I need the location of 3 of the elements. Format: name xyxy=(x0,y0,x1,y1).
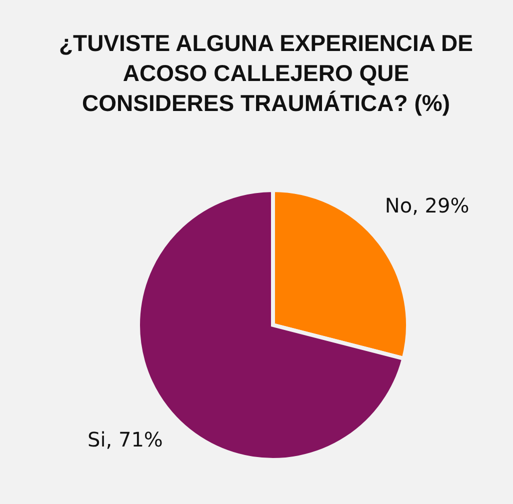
chart-title: ¿TUVISTE ALGUNA EXPERIENCIA DE ACOSO CALLEJERO QUE CONSIDERES TRAUMÁTICA? (%) xyxy=(58,29,474,118)
slice-label: No, 29% xyxy=(384,193,470,218)
slice-label: Si, 71% xyxy=(88,428,163,452)
